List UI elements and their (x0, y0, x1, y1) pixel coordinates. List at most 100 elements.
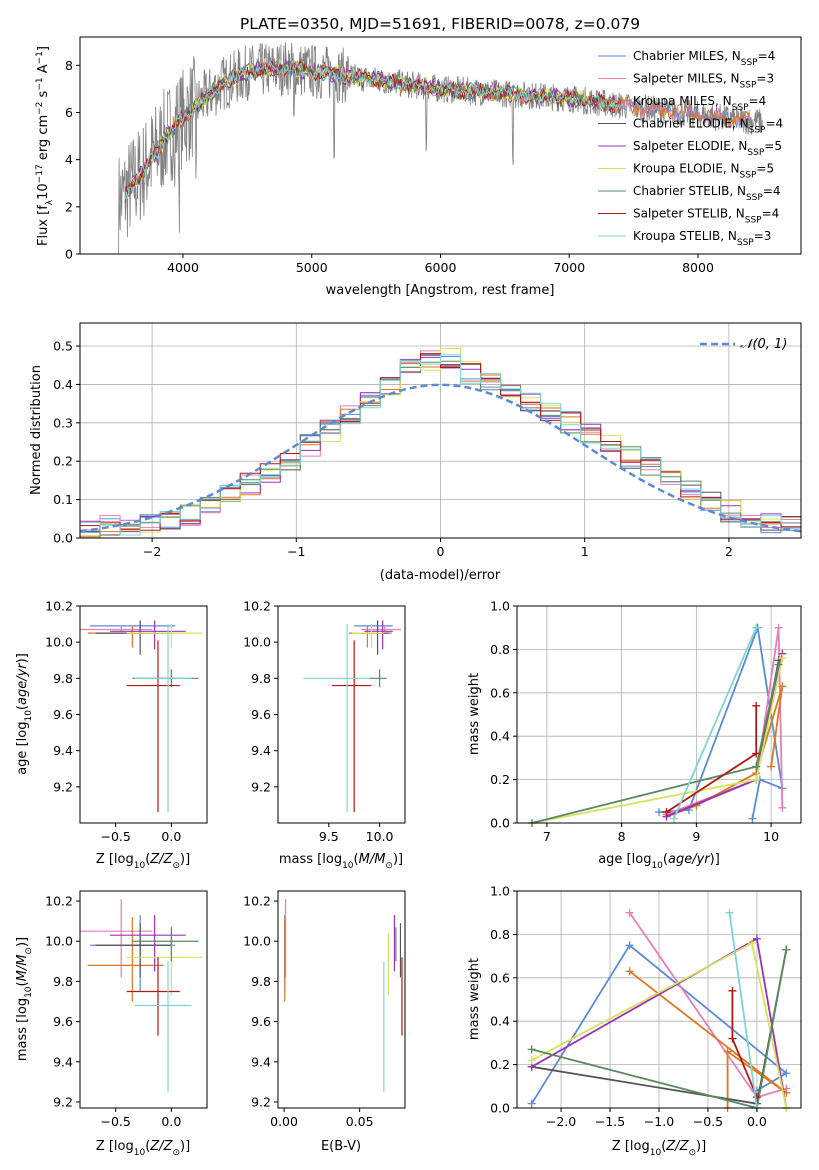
y-tick-label: 0.8 (490, 927, 510, 942)
x-axis-label: Z [log10(Z/Z⊙)] (96, 852, 190, 871)
x-tick-label: 10 (763, 829, 779, 844)
axes-frame (516, 890, 802, 1109)
y-tick-label: 10.2 (243, 894, 271, 909)
legend-label: Kroupa ELODIE, NSSP=5 (633, 162, 774, 181)
x-tick-label: 0.05 (346, 1114, 374, 1129)
y-tick-label: 9.4 (53, 743, 73, 758)
y-tick-label: 9.4 (251, 1054, 271, 1069)
y-tick-label: 0.3 (53, 415, 73, 430)
axes-frame (277, 890, 406, 1109)
weight-marker-kroupa_elodie (527, 1056, 536, 1065)
x-tick-label: 0.0 (161, 829, 181, 844)
y-tick-label: 9.4 (251, 743, 271, 758)
y-tick-label: 8 (65, 58, 73, 73)
y-tick-label: 10.2 (45, 599, 73, 614)
normal-curve (79, 383, 802, 533)
x-axis-label: mass [log10(M/M⊙)] (279, 852, 403, 871)
legend-label: Chabrier STELIB, NSSP=4 (633, 184, 781, 203)
y-tick-label: 1.0 (490, 599, 510, 614)
x-axis-label: (data-model)/error (380, 568, 501, 583)
plot-area (303, 620, 401, 813)
weight-marker-chabrier_stelib (752, 762, 761, 771)
x-tick-label: −2.0 (546, 1114, 576, 1129)
y-axis-label: mass weight (467, 958, 482, 1040)
y-tick-label: 10.0 (45, 635, 73, 650)
axes-weight_vs_Z: −2.0 −1.5 −1.0 −0.5 0.0 0.0 0.2 0.4 0.6 0.8 1.0 (490, 884, 802, 1129)
weight-marker-salpeter_stelib (728, 986, 737, 995)
y-axis-label: mass [log10(M/M⊙)] (15, 937, 34, 1061)
legend-label: Salpeter STELIB, NSSP=4 (633, 207, 779, 226)
weight-marker-kroupa_elodie (778, 654, 787, 663)
weight-marker-chabrier_stelib (782, 945, 791, 954)
y-tick-label: 9.6 (251, 1014, 271, 1029)
weight-marker-kroupa_miles (625, 967, 634, 976)
axes-frame (79, 36, 802, 255)
axes-residuals: −2 −1 0 1 2 0.0 0.1 0.2 0.3 0.4 0.5 (53, 322, 802, 559)
x-tick-label: 8 (618, 829, 626, 844)
weight-marker-salpeter_elodie (752, 934, 761, 943)
y-tick-label: 2 (65, 199, 73, 214)
weight-marker-kroupa_miles (723, 1047, 732, 1056)
axes-frame (516, 605, 802, 824)
axes-frame (79, 605, 208, 824)
x-tick-label: −0.5 (693, 1114, 723, 1129)
plot-area (80, 899, 203, 1092)
x-tick-label: 9.5 (319, 829, 339, 844)
weight-marker-salpeter_miles (625, 908, 634, 917)
weight-marker-salpeter_miles (774, 623, 783, 632)
y-axis-label: mass weight (467, 673, 482, 755)
y-tick-label: 0.2 (490, 772, 510, 787)
legend-label: Kroupa MILES, NSSP=4 (633, 94, 766, 113)
weight-marker-kroupa_elodie (748, 939, 757, 948)
y-axis-label: Normed distribution (29, 365, 44, 495)
weight-line-kroupa_stelib (728, 912, 758, 1108)
y-tick-label: 9.2 (251, 779, 271, 794)
y-tick-label: 0.0 (490, 816, 510, 831)
x-tick-label: −0.5 (100, 1114, 130, 1129)
x-axis-label: E(B-V) (321, 1139, 361, 1154)
x-tick-label: 7 (543, 829, 551, 844)
x-tick-label: −0.5 (100, 829, 130, 844)
weight-marker-chabrier_stelib (527, 1045, 536, 1054)
weight-marker-chabrier_stelib (774, 660, 783, 669)
axes-age_vs_Z: −0.5 0.0 9.2 9.4 9.6 9.8 10.0 10.2 (45, 599, 208, 844)
x-tick-label: 4000 (167, 260, 199, 275)
weight-marker-chabrier_miles (625, 941, 634, 950)
weight-marker-kroupa_stelib (669, 814, 678, 823)
y-tick-label: 9.6 (53, 1014, 73, 1029)
plot-area (284, 899, 403, 1092)
x-axis-label: Z [log10(Z/Z⊙)] (612, 1139, 706, 1158)
weight-marker-salpeter_stelib (662, 808, 671, 817)
weight-marker-chabrier_miles (782, 1069, 791, 1078)
y-axis-label: age [log10(age/yr)] (15, 653, 34, 775)
x-tick-label: 0.0 (747, 1114, 767, 1129)
y-tick-label: 0.4 (490, 1014, 510, 1029)
weight-marker-chabrier_miles (527, 1099, 536, 1108)
y-tick-label: 10.0 (45, 934, 73, 949)
axes-age_vs_mass: 9.5 10.0 9.2 9.4 9.6 9.8 10.0 10.2 (243, 599, 406, 844)
x-tick-label: 6000 (425, 260, 457, 275)
y-tick-label: 0.2 (53, 454, 73, 469)
weight-marker-salpeter_stelib (752, 701, 761, 710)
weight-marker-salpeter_miles (778, 803, 787, 812)
weight-marker-kroupa_miles (778, 682, 787, 691)
legend-label: Chabrier ELODIE, NSSP=4 (633, 117, 783, 136)
plot-area (527, 908, 791, 1112)
legend-label: Salpeter ELODIE, NSSP=5 (633, 139, 782, 158)
y-tick-label: 9.6 (251, 707, 271, 722)
y-tick-label: 0.6 (490, 970, 510, 985)
x-tick-label: 0 (437, 544, 445, 559)
axes-weight_vs_age: 7 8 9 10 0.0 0.2 0.4 0.6 0.8 1.0 (490, 599, 802, 844)
x-tick-label: 0.00 (270, 1114, 298, 1129)
axes-spectrum: 4000 5000 6000 7000 8000 0 2 4 6 8 (65, 36, 802, 275)
legend-label: Kroupa STELIB, NSSP=3 (633, 229, 771, 248)
axes-mass_vs_Z: −0.5 0.0 9.2 9.4 9.6 9.8 10.0 10.2 (45, 890, 208, 1129)
x-tick-label: −2 (143, 544, 161, 559)
axes-frame (277, 605, 406, 824)
axes-frame (79, 890, 208, 1109)
plot-area (80, 620, 203, 813)
plot-area (527, 623, 787, 827)
weight-marker-kroupa_stelib (752, 623, 761, 632)
x-axis-label: Z [log10(Z/Z⊙)] (96, 1139, 190, 1158)
